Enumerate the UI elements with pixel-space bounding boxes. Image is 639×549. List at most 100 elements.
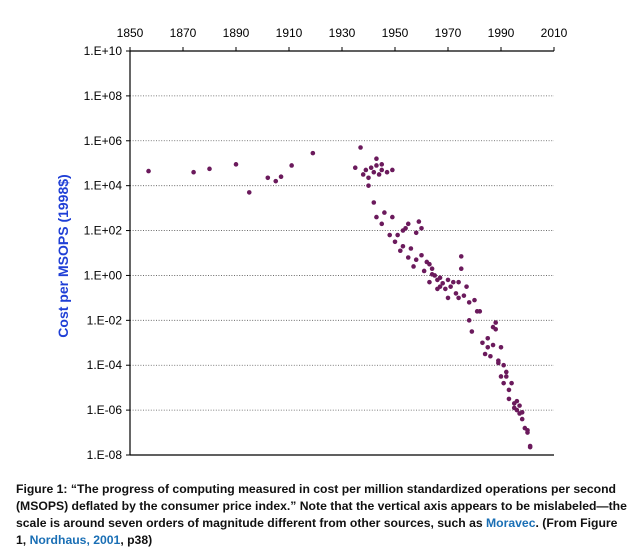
data-point <box>419 252 424 258</box>
data-point <box>466 300 472 305</box>
data-point <box>445 277 451 283</box>
data-point <box>413 230 419 236</box>
y-tick-label: 1.E-08 <box>87 448 123 462</box>
x-tick-label: 1870 <box>170 26 197 40</box>
y-tick-label: 1.E-02 <box>87 313 123 327</box>
caption-text-part-1: Figure 1: “The progress of computing mea… <box>16 482 627 530</box>
caption-text-part-2: . (From Figure 1, <box>16 516 618 547</box>
data-point <box>448 284 453 289</box>
data-point <box>525 428 530 433</box>
x-tick-label: 1910 <box>276 26 303 40</box>
y-tick-label: 1.E-04 <box>87 358 123 372</box>
data-point <box>527 444 533 450</box>
data-point <box>413 257 419 263</box>
data-point <box>504 369 509 375</box>
data-point <box>506 396 512 402</box>
data-point <box>440 281 446 286</box>
data-point <box>207 166 212 172</box>
data-point <box>458 266 464 272</box>
data-point <box>265 175 271 181</box>
data-point <box>472 297 477 303</box>
data-point <box>501 362 506 368</box>
data-point <box>496 360 501 366</box>
data-point <box>405 255 411 260</box>
data-point <box>408 246 414 251</box>
data-point <box>464 284 469 289</box>
data-point <box>310 150 316 156</box>
data-point <box>273 178 279 184</box>
data-point <box>514 407 520 413</box>
data-point <box>278 174 284 179</box>
x-tick-label: 1930 <box>329 26 356 40</box>
data-point <box>432 273 438 278</box>
data-point <box>366 175 371 181</box>
data-point <box>493 327 499 332</box>
data-point <box>382 210 387 215</box>
cost-per-msops-scatter-chart: 1850 1870 1890 1910 1930 1950 1970 1990 2010 1.E… <box>55 26 568 462</box>
data-point <box>477 309 483 314</box>
data-point <box>371 169 377 175</box>
data-point <box>453 291 459 296</box>
data-point <box>390 214 395 220</box>
data-point <box>421 268 427 274</box>
data-point <box>437 284 443 289</box>
x-tick-labels: 1850 1870 1890 1910 1930 1950 1970 1990 2010 <box>117 26 568 40</box>
caption-text-part-3: , p38) <box>120 533 153 547</box>
data-point <box>498 344 504 350</box>
data-point <box>419 226 424 231</box>
data-point <box>501 380 506 386</box>
data-point <box>427 279 432 285</box>
data-point <box>233 162 239 167</box>
data-point <box>146 168 151 174</box>
data-point <box>490 342 496 348</box>
data-point <box>451 279 456 285</box>
axes <box>126 47 555 456</box>
x-tick-label: 1890 <box>223 26 250 40</box>
data-point <box>376 172 382 177</box>
data-point <box>427 261 432 267</box>
data-point <box>519 410 525 415</box>
data-point <box>443 286 448 292</box>
data-point <box>488 353 493 359</box>
data-point <box>416 219 422 224</box>
data-point <box>517 403 522 408</box>
data-point <box>514 398 520 404</box>
data-point <box>191 169 196 175</box>
y-axis-label: Cost per MSOPS (1998$) <box>55 174 71 337</box>
data-point <box>461 293 467 298</box>
data-point <box>392 239 398 245</box>
data-point <box>456 279 461 285</box>
data-point <box>469 329 475 334</box>
data-point <box>384 169 390 175</box>
data-point <box>387 232 393 238</box>
data-point <box>456 295 461 301</box>
data-point <box>400 243 406 249</box>
data-point <box>368 165 374 171</box>
figure-caption: Figure 1: “The progress of computing mea… <box>16 481 628 549</box>
y-tick-label: 1.E+04 <box>84 179 123 193</box>
data-point <box>485 335 491 341</box>
x-tick-label: 1990 <box>488 26 515 40</box>
data-point <box>366 183 371 188</box>
data-point <box>403 226 408 231</box>
data-point <box>466 318 472 323</box>
data-point <box>374 214 379 220</box>
x-tick-label: 1970 <box>435 26 462 40</box>
nordhaus-2001-link[interactable]: Nordhaus, 2001 <box>29 533 121 547</box>
data-point <box>405 221 411 227</box>
data-point <box>289 163 294 168</box>
data-point <box>509 380 514 386</box>
data-point <box>482 351 488 357</box>
data-points <box>146 145 533 450</box>
data-point <box>390 167 395 173</box>
y-tick-label: 1.E+06 <box>84 134 123 148</box>
data-point <box>411 264 416 269</box>
y-tick-label: 1.E+10 <box>84 44 123 58</box>
moravec-link[interactable]: Moravec <box>486 516 536 530</box>
data-point <box>429 266 435 272</box>
x-tick-label: 2010 <box>541 26 568 40</box>
data-point <box>480 340 485 346</box>
x-tick-label: 1950 <box>382 26 409 40</box>
y-tick-label: 1.E+08 <box>84 89 123 103</box>
data-point <box>445 295 451 301</box>
